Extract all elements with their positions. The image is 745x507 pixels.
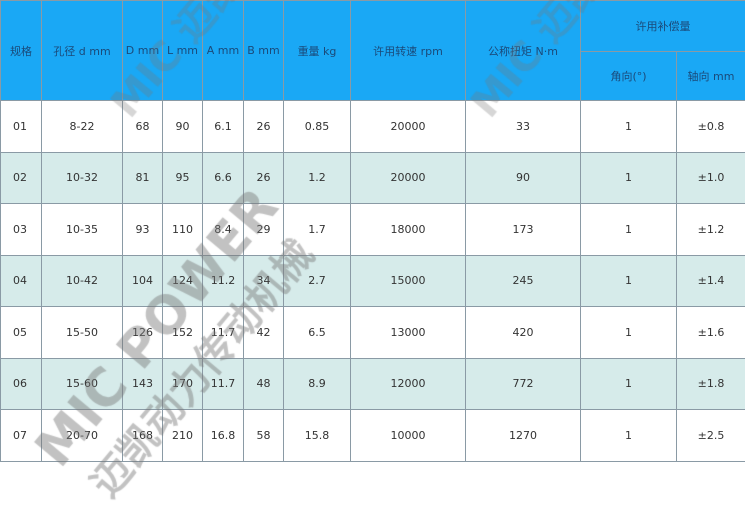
table-cell: 05 xyxy=(0,306,42,359)
table-cell: 01 xyxy=(0,100,42,153)
table-row: 07 20-70 168 210 16.8 58 15.8 10000 1270 1 ±2.5 xyxy=(0,409,745,462)
table-cell: 1270 xyxy=(465,409,581,462)
header-L: L mm xyxy=(162,0,203,101)
table-cell: 143 xyxy=(122,357,163,410)
table-cell: 110 xyxy=(162,203,203,256)
table-cell: 11.7 xyxy=(202,357,244,410)
table-cell: 34 xyxy=(243,254,284,307)
table-cell: 1 xyxy=(580,306,677,359)
table-cell: 1.7 xyxy=(283,203,351,256)
header-speed: 许用转速 rpm xyxy=(350,0,466,101)
table-row: 02 10-32 81 95 6.6 26 1.2 20000 90 1 ±1.0 xyxy=(0,151,745,204)
table-cell: 68 xyxy=(122,100,163,153)
table-cell: 20-70 xyxy=(41,409,123,462)
table-cell: 11.7 xyxy=(202,306,244,359)
table-cell: 2.7 xyxy=(283,254,351,307)
table-row: 04 10-42 104 124 11.2 34 2.7 15000 245 1 ±1.4 xyxy=(0,254,745,307)
table-cell: 170 xyxy=(162,357,203,410)
table-cell: 1 xyxy=(580,254,677,307)
table-cell: 02 xyxy=(0,151,42,204)
table-cell: 1 xyxy=(580,100,677,153)
header-compensation: 许用补偿量 xyxy=(580,0,745,52)
table-cell: 8-22 xyxy=(41,100,123,153)
table-cell: 13000 xyxy=(350,306,466,359)
table-cell: 26 xyxy=(243,100,284,153)
table-cell: 07 xyxy=(0,409,42,462)
table-cell: 93 xyxy=(122,203,163,256)
table-cell: ±0.8 xyxy=(676,100,745,153)
table-cell: 48 xyxy=(243,357,284,410)
table-cell: 20000 xyxy=(350,100,466,153)
table-cell: 42 xyxy=(243,306,284,359)
table-cell: 6.6 xyxy=(202,151,244,204)
table-cell: 1 xyxy=(580,409,677,462)
table-cell: 18000 xyxy=(350,203,466,256)
header-D: D mm xyxy=(122,0,163,101)
table-cell: 124 xyxy=(162,254,203,307)
table-cell: ±1.6 xyxy=(676,306,745,359)
table-cell: 1.2 xyxy=(283,151,351,204)
table-cell: 15-50 xyxy=(41,306,123,359)
table-row: 01 8-22 68 90 6.1 26 0.85 20000 33 1 ±0.8 xyxy=(0,100,745,153)
table-row: 03 10-35 93 110 8.4 29 1.7 18000 173 1 ±1.2 xyxy=(0,203,745,256)
header-torque: 公称扭矩 N·m xyxy=(465,0,581,101)
table-cell: 20000 xyxy=(350,151,466,204)
table-cell: 126 xyxy=(122,306,163,359)
table-cell: 6.5 xyxy=(283,306,351,359)
table-cell: 90 xyxy=(465,151,581,204)
table-cell: 168 xyxy=(122,409,163,462)
table-cell: 26 xyxy=(243,151,284,204)
header-angle: 角向(°) xyxy=(580,51,677,101)
table-cell: 420 xyxy=(465,306,581,359)
table-cell: 8.9 xyxy=(283,357,351,410)
table-cell: 8.4 xyxy=(202,203,244,256)
table-cell: 12000 xyxy=(350,357,466,410)
table-cell: 04 xyxy=(0,254,42,307)
table-cell: 15000 xyxy=(350,254,466,307)
table-cell: 1 xyxy=(580,151,677,204)
table-cell: 152 xyxy=(162,306,203,359)
table-cell: ±1.0 xyxy=(676,151,745,204)
table-cell: 10-32 xyxy=(41,151,123,204)
table-cell: 6.1 xyxy=(202,100,244,153)
table-cell: 11.2 xyxy=(202,254,244,307)
table-row: 05 15-50 126 152 11.7 42 6.5 13000 420 1 ±1.6 xyxy=(0,306,745,359)
header-A: A mm xyxy=(202,0,244,101)
table-cell: 16.8 xyxy=(202,409,244,462)
table-cell: 15.8 xyxy=(283,409,351,462)
table-cell: ±1.8 xyxy=(676,357,745,410)
table-cell: 10-42 xyxy=(41,254,123,307)
table-cell: 10-35 xyxy=(41,203,123,256)
table-cell: 33 xyxy=(465,100,581,153)
table-cell: 0.85 xyxy=(283,100,351,153)
table-cell: 81 xyxy=(122,151,163,204)
table-cell: 1 xyxy=(580,203,677,256)
header-spec: 规格 xyxy=(0,0,42,101)
table-cell: 210 xyxy=(162,409,203,462)
header-axial: 轴向 mm xyxy=(676,51,745,101)
table-cell: 10000 xyxy=(350,409,466,462)
table-cell: ±2.5 xyxy=(676,409,745,462)
table-cell: 173 xyxy=(465,203,581,256)
table-cell: 03 xyxy=(0,203,42,256)
table-cell: 06 xyxy=(0,357,42,410)
table-row: 06 15-60 143 170 11.7 48 8.9 12000 772 1 ±1.8 xyxy=(0,357,745,410)
table-cell: 15-60 xyxy=(41,357,123,410)
table-cell: 58 xyxy=(243,409,284,462)
table-cell: 29 xyxy=(243,203,284,256)
table-cell: 245 xyxy=(465,254,581,307)
table-cell: 95 xyxy=(162,151,203,204)
table-cell: 104 xyxy=(122,254,163,307)
spec-table: 规格 孔径 d mm D mm L mm A mm B mm 重量 kg 许用转… xyxy=(0,0,745,462)
header-weight: 重量 kg xyxy=(283,0,351,101)
table-cell: ±1.2 xyxy=(676,203,745,256)
table-cell: 772 xyxy=(465,357,581,410)
header-bore: 孔径 d mm xyxy=(41,0,123,101)
table-cell: ±1.4 xyxy=(676,254,745,307)
header-B: B mm xyxy=(243,0,284,101)
table-cell: 90 xyxy=(162,100,203,153)
table-cell: 1 xyxy=(580,357,677,410)
